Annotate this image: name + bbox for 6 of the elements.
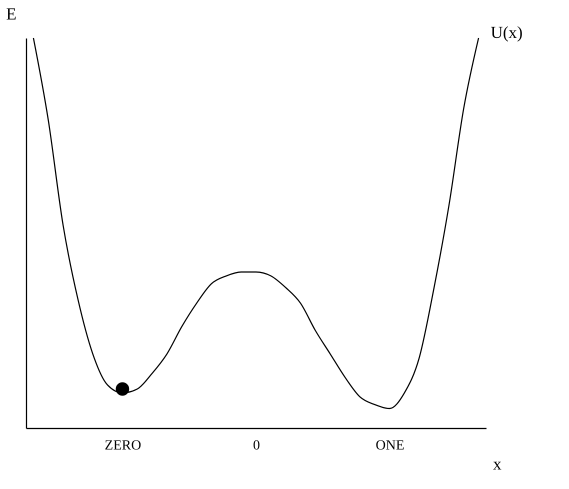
series-label: U(x)	[490, 23, 523, 42]
y-axis-title: E	[6, 4, 16, 24]
x-tick-label: 0	[253, 438, 260, 454]
x-tick-label: ONE	[376, 438, 404, 454]
x-axis-title: x	[493, 454, 502, 474]
x-tick-label: ZERO	[104, 438, 142, 454]
